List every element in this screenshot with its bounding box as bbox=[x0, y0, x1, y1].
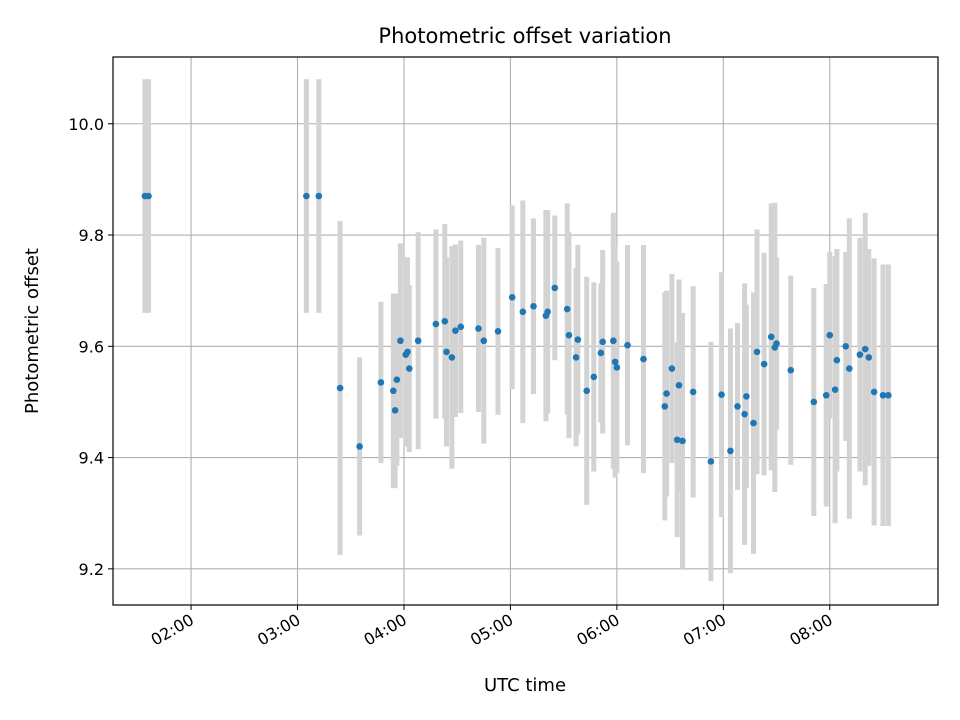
data-point bbox=[611, 358, 619, 366]
data-point bbox=[303, 192, 310, 200]
y-tick-label: 9.6 bbox=[79, 337, 104, 356]
data-point bbox=[668, 365, 676, 372]
data-point bbox=[572, 354, 580, 361]
data-point bbox=[743, 393, 750, 400]
chart-title: Photometric offset variation bbox=[378, 24, 671, 48]
data-point bbox=[597, 349, 605, 357]
data-point bbox=[404, 348, 411, 356]
data-point bbox=[432, 320, 440, 328]
data-point bbox=[673, 436, 681, 444]
data-point bbox=[414, 337, 422, 345]
data-point bbox=[689, 388, 697, 396]
data-points bbox=[141, 192, 892, 465]
data-point bbox=[574, 336, 582, 343]
data-point bbox=[393, 376, 401, 383]
data-point bbox=[599, 338, 606, 346]
data-point bbox=[885, 391, 892, 399]
data-point bbox=[831, 386, 839, 393]
data-point bbox=[452, 327, 459, 335]
data-point bbox=[441, 317, 449, 325]
data-point bbox=[842, 342, 850, 350]
data-point bbox=[727, 447, 734, 455]
data-point bbox=[675, 381, 683, 389]
data-point bbox=[551, 284, 559, 292]
data-point bbox=[610, 337, 617, 345]
data-point bbox=[870, 388, 878, 396]
data-point bbox=[845, 365, 853, 372]
data-point bbox=[443, 348, 450, 356]
y-tick-label: 9.4 bbox=[79, 449, 104, 468]
data-point bbox=[640, 355, 647, 363]
data-point bbox=[457, 323, 465, 331]
data-point bbox=[397, 337, 404, 345]
data-point bbox=[565, 331, 573, 339]
data-point bbox=[773, 340, 780, 347]
y-tick-label: 10.0 bbox=[68, 115, 104, 134]
data-point bbox=[734, 403, 741, 410]
data-point bbox=[861, 345, 869, 353]
y-tick-label: 9.8 bbox=[79, 226, 104, 245]
data-point bbox=[624, 341, 631, 349]
data-point bbox=[530, 302, 537, 310]
data-point bbox=[787, 366, 795, 374]
data-point bbox=[679, 437, 686, 445]
data-point bbox=[590, 373, 598, 381]
data-point bbox=[563, 305, 571, 313]
data-point bbox=[767, 333, 775, 341]
data-point bbox=[707, 458, 715, 465]
data-point bbox=[750, 419, 757, 427]
data-point bbox=[448, 354, 456, 361]
data-point bbox=[753, 348, 761, 356]
data-point bbox=[145, 192, 152, 200]
data-point bbox=[810, 398, 818, 406]
y-axis-label: Photometric offset bbox=[22, 248, 43, 414]
data-point bbox=[583, 387, 591, 395]
data-point bbox=[826, 331, 834, 339]
data-point bbox=[661, 403, 669, 410]
data-point bbox=[519, 308, 527, 316]
data-point bbox=[663, 390, 670, 397]
data-point bbox=[508, 294, 516, 301]
data-point bbox=[613, 364, 621, 371]
data-point bbox=[391, 406, 399, 414]
data-point bbox=[336, 384, 344, 392]
data-point bbox=[718, 391, 725, 399]
data-point bbox=[390, 387, 397, 395]
data-point bbox=[544, 308, 551, 316]
x-axis-label: UTC time bbox=[484, 675, 566, 696]
data-point bbox=[760, 360, 768, 368]
data-point bbox=[377, 379, 385, 386]
data-point bbox=[879, 391, 887, 399]
data-point bbox=[315, 192, 323, 200]
data-point bbox=[741, 410, 748, 418]
data-point bbox=[856, 351, 864, 358]
data-point bbox=[865, 354, 873, 361]
y-tick-label: 9.2 bbox=[79, 560, 104, 579]
y-ticks: 9.2 9.4 9.6 9.8 10.0 bbox=[68, 115, 113, 579]
data-point bbox=[405, 365, 413, 372]
data-point bbox=[833, 356, 841, 364]
data-point bbox=[480, 337, 488, 345]
data-point bbox=[356, 443, 363, 450]
data-point bbox=[475, 325, 482, 332]
axes-frame bbox=[112, 56, 939, 606]
data-point bbox=[822, 391, 830, 399]
data-point bbox=[494, 327, 502, 335]
